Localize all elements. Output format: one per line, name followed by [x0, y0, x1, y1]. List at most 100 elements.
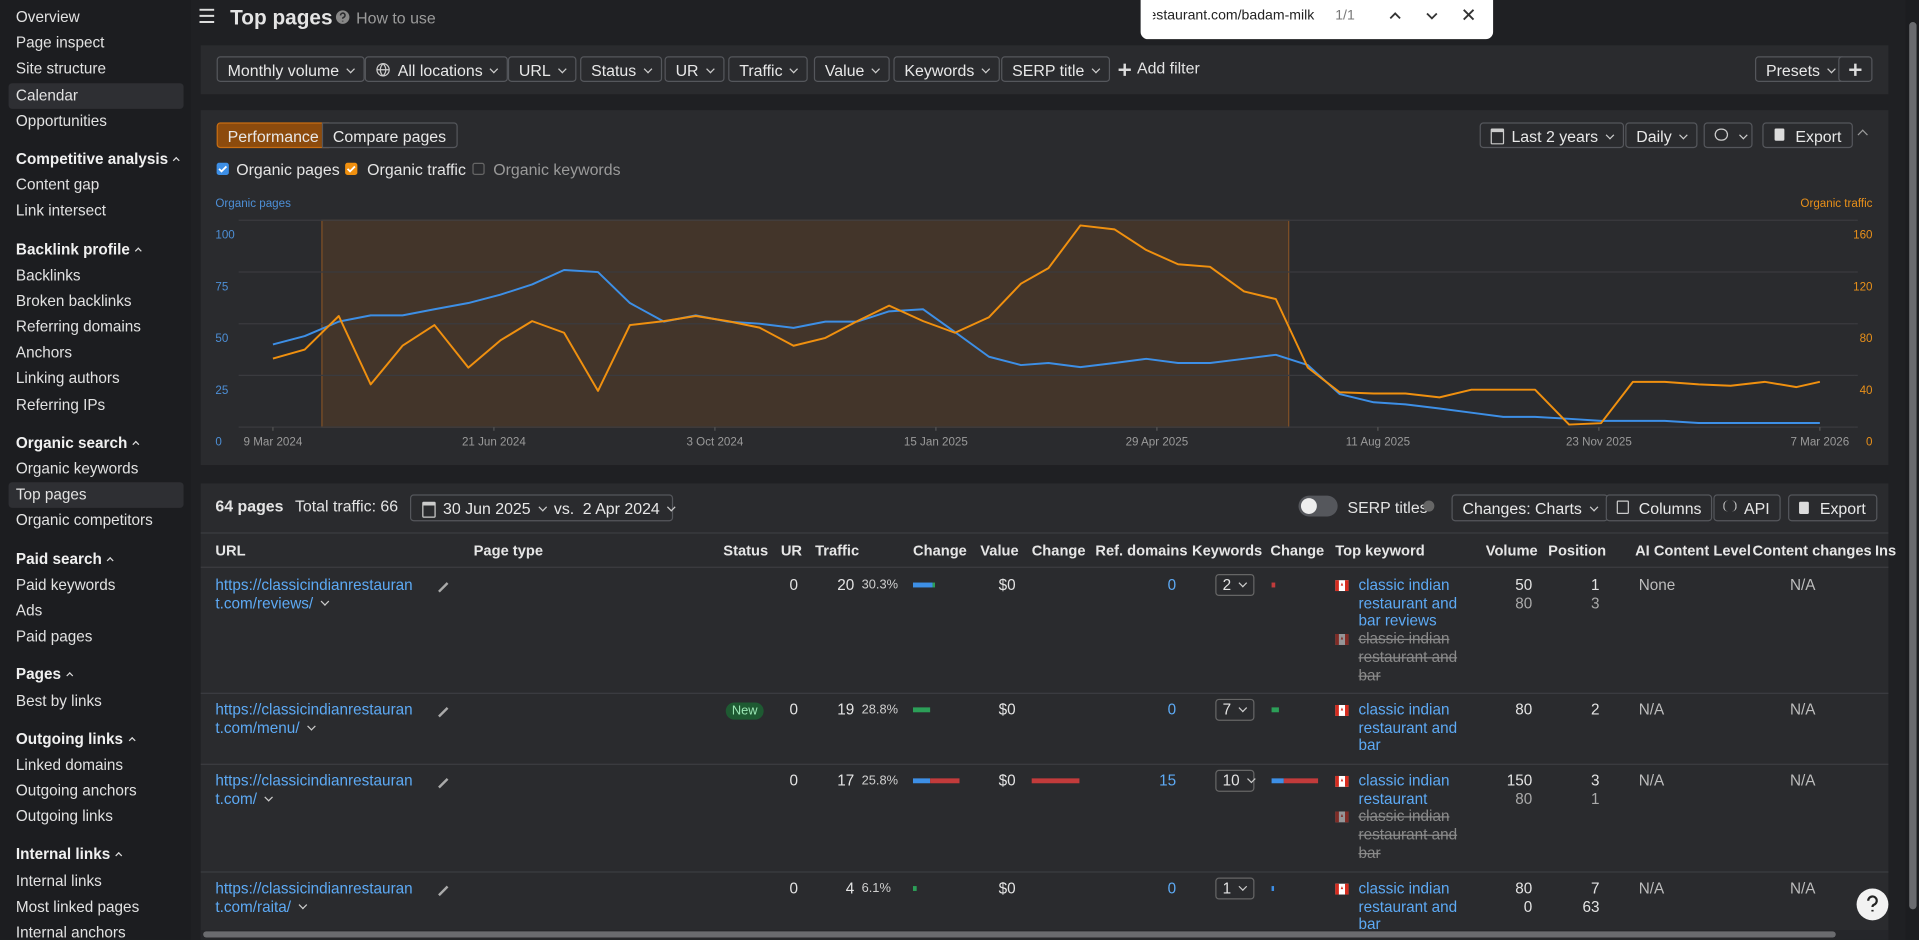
- column-header[interactable]: Status: [723, 542, 769, 560]
- sidebar-link[interactable]: Referring IPs: [15, 396, 106, 414]
- keywords-dropdown[interactable]: 1: [1215, 877, 1255, 900]
- find-controls[interactable]: [1378, 0, 1488, 39]
- page-url[interactable]: https://classicindianrestaurant.com/revi…: [215, 576, 421, 612]
- filter-dropdown[interactable]: Value: [813, 56, 891, 82]
- add-filter-button[interactable]: Add filter: [1136, 58, 1200, 78]
- top-keyword[interactable]: classic indian restaurant: [1358, 772, 1450, 808]
- help-icon[interactable]: [335, 10, 350, 25]
- column-header[interactable]: Value: [980, 542, 1019, 560]
- sidebar-link[interactable]: Content gap: [15, 176, 100, 194]
- sidebar-link[interactable]: Calendar: [8, 82, 184, 109]
- filter-dropdown[interactable]: Traffic: [728, 56, 809, 82]
- column-header[interactable]: URL: [215, 542, 246, 560]
- top-keyword[interactable]: classic indian restaurant and bar: [1358, 808, 1458, 862]
- changes-dropdown[interactable]: Changes: Charts: [1451, 494, 1608, 522]
- ref-domains[interactable]: 0: [1167, 701, 1177, 719]
- sidebar-link[interactable]: Top pages: [8, 482, 184, 509]
- sidebar-link[interactable]: Page inspect: [15, 34, 105, 52]
- ref-domains[interactable]: 0: [1167, 576, 1177, 594]
- column-header[interactable]: Keywords: [1192, 542, 1263, 560]
- column-header[interactable]: Top keyword: [1335, 542, 1425, 560]
- sidebar-section-title[interactable]: Internal links: [0, 843, 191, 869]
- horizontal-scrollbar[interactable]: [200, 930, 1889, 940]
- column-header[interactable]: Position: [1548, 542, 1607, 560]
- keywords-dropdown[interactable]: 10: [1215, 769, 1255, 792]
- menu-icon[interactable]: [199, 8, 215, 24]
- filter-dropdown[interactable]: Status: [580, 56, 662, 82]
- sidebar-link[interactable]: Broken backlinks: [15, 292, 132, 310]
- column-header[interactable]: Change: [1270, 542, 1325, 560]
- sidebar-link[interactable]: Linked domains: [15, 756, 124, 774]
- column-header[interactable]: Volume: [1485, 542, 1538, 560]
- sidebar-link[interactable]: Organic keywords: [15, 460, 139, 478]
- top-keyword[interactable]: classic indian restaurant and bar: [1358, 879, 1458, 934]
- filter-dropdown[interactable]: URL: [507, 56, 577, 82]
- help-button[interactable]: [1855, 887, 1889, 921]
- page-url[interactable]: https://classicindianrestaurant.com/menu…: [215, 701, 421, 737]
- sidebar-link[interactable]: Paid pages: [15, 627, 93, 646]
- column-header[interactable]: Change: [912, 542, 967, 560]
- column-header[interactable]: AI Content Level: [1635, 542, 1751, 560]
- sidebar-link[interactable]: Site structure: [15, 60, 107, 78]
- sidebar-section-title[interactable]: Pages: [0, 662, 191, 688]
- series-checkbox[interactable]: [216, 162, 229, 176]
- column-header[interactable]: Ins: [1874, 542, 1897, 560]
- annotations-dropdown[interactable]: [1703, 122, 1753, 149]
- series-checkbox[interactable]: [345, 162, 358, 176]
- sidebar-link[interactable]: Link intersect: [15, 202, 107, 220]
- tab-performance[interactable]: Performance: [216, 122, 330, 149]
- presets-dropdown[interactable]: Presets: [1755, 56, 1846, 82]
- sidebar-section-title[interactable]: Backlink profile: [0, 237, 191, 263]
- column-header[interactable]: Change: [1031, 542, 1086, 560]
- sidebar-link[interactable]: Opportunities: [15, 112, 107, 130]
- interval-dropdown[interactable]: Daily: [1625, 122, 1698, 149]
- column-header[interactable]: Traffic: [815, 542, 860, 560]
- legend-label[interactable]: Organic keywords: [493, 160, 621, 179]
- series-checkbox[interactable]: [472, 162, 485, 176]
- filter-dropdown[interactable]: All locations: [364, 56, 509, 82]
- sidebar-section-title[interactable]: Organic search: [0, 431, 191, 457]
- page-url[interactable]: https://classicindianrestaurant.com/: [215, 772, 421, 808]
- filter-dropdown[interactable]: Keywords: [893, 56, 1000, 82]
- find-query[interactable]: restaurant.com/badam-milk/: [1153, 8, 1315, 24]
- sidebar-link[interactable]: Internal links: [15, 872, 102, 890]
- api-button[interactable]: API: [1713, 494, 1781, 522]
- sidebar-link[interactable]: Ads: [15, 602, 43, 620]
- ref-domains[interactable]: 15: [1159, 772, 1177, 790]
- sidebar-link[interactable]: Outgoing anchors: [15, 782, 137, 800]
- sidebar-link[interactable]: Linking authors: [15, 370, 120, 388]
- sidebar-link[interactable]: Anchors: [15, 344, 73, 362]
- tab-compare-pages[interactable]: Compare pages: [321, 122, 458, 149]
- vertical-scrollbar[interactable]: [1905, 0, 1919, 940]
- sidebar-section-title[interactable]: Outgoing links: [0, 727, 191, 753]
- filter-dropdown[interactable]: Monthly volume: [216, 56, 365, 82]
- top-keyword[interactable]: classic indian restaurant and bar review…: [1358, 576, 1458, 630]
- sidebar-link[interactable]: Internal anchors: [15, 924, 126, 940]
- sidebar-link[interactable]: Best by links: [15, 692, 102, 710]
- page-url[interactable]: https://classicindianrestaurant.com/rait…: [215, 880, 421, 916]
- how-to-use-link[interactable]: How to use: [356, 8, 436, 27]
- column-header[interactable]: UR: [780, 542, 803, 560]
- legend-label[interactable]: Organic pages: [236, 160, 340, 179]
- sidebar-link[interactable]: Organic competitors: [15, 512, 153, 530]
- legend-label[interactable]: Organic traffic: [367, 160, 466, 179]
- keywords-dropdown[interactable]: 7: [1215, 698, 1255, 721]
- sidebar-link[interactable]: Outgoing links: [15, 808, 113, 826]
- columns-button[interactable]: Columns: [1605, 494, 1713, 522]
- sidebar-link[interactable]: Most linked pages: [15, 898, 140, 916]
- top-keyword[interactable]: classic indian restaurant and bar: [1358, 701, 1458, 755]
- sidebar-section-title[interactable]: Competitive analysis: [0, 147, 191, 173]
- sidebar-link[interactable]: Paid keywords: [15, 576, 116, 594]
- top-keyword[interactable]: classic indian restaurant and bar: [1358, 630, 1458, 684]
- sidebar-link[interactable]: Backlinks: [15, 266, 81, 284]
- keywords-dropdown[interactable]: 2: [1215, 573, 1255, 597]
- sidebar-section-title[interactable]: Paid search: [0, 547, 191, 573]
- ref-domains[interactable]: 0: [1167, 879, 1177, 898]
- column-header[interactable]: Content changes: [1752, 542, 1872, 560]
- column-header[interactable]: Page type: [473, 542, 544, 560]
- sidebar-link[interactable]: Referring domains: [15, 318, 141, 336]
- filter-dropdown[interactable]: SERP title: [1001, 56, 1111, 82]
- date-compare-picker[interactable]: 30 Jun 2025 vs. 2 Apr 2024: [409, 494, 674, 522]
- add-preset-button[interactable]: [1838, 56, 1873, 82]
- serp-titles-toggle[interactable]: [1298, 495, 1338, 517]
